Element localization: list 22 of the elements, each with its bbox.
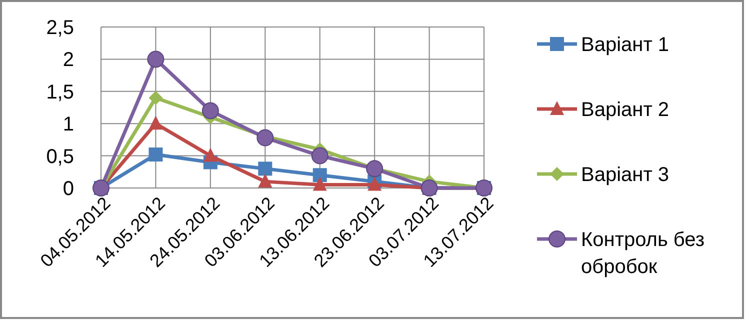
y-tick-label: 1 (62, 114, 74, 136)
legend-label: Контроль без обробок (581, 229, 705, 278)
point (202, 102, 219, 120)
y-tick-label: 1,5 (46, 81, 74, 104)
point (148, 148, 163, 162)
y-tick-label: 2,5 (46, 17, 74, 39)
y-tick-label: 2 (62, 49, 74, 72)
legend-label: Варіант 3 (581, 164, 670, 186)
point (148, 116, 163, 130)
point (312, 168, 327, 182)
point (203, 148, 218, 162)
point (311, 147, 328, 164)
point (256, 129, 274, 146)
point (258, 174, 272, 188)
y-tick-label: 0,5 (46, 146, 74, 168)
legend-label: Варіант 1 (581, 34, 670, 56)
legend-label: Варіант 2 (581, 99, 670, 121)
y-tick-label: 0 (62, 178, 74, 200)
point (312, 176, 327, 191)
point (258, 162, 272, 176)
point (148, 90, 163, 105)
point (147, 50, 164, 68)
